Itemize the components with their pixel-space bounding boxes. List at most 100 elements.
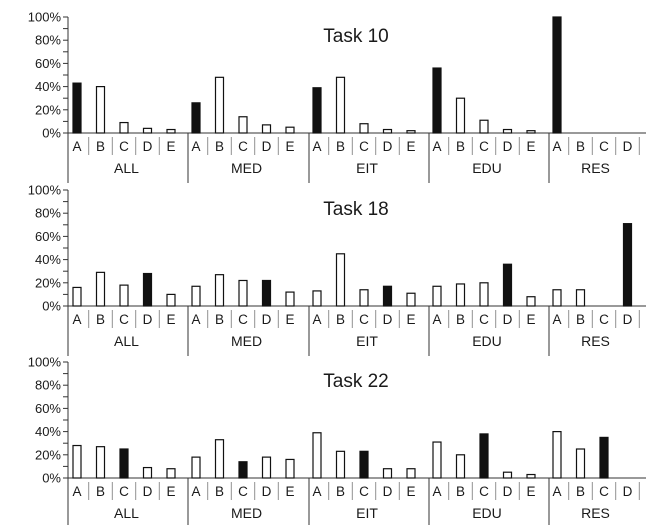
y-tick-label: 60% [35,401,61,416]
category-label: B [456,484,465,499]
bar-med-d [261,456,272,479]
y-tick-label: 40% [35,424,61,439]
category-label: C [359,312,369,327]
category-label: D [383,139,393,154]
bar-edu-e [526,296,536,307]
category-label: A [72,312,81,327]
bar-eit-b [335,76,346,134]
bar-all-a [72,82,82,134]
category-label: D [143,312,153,327]
bar-edu-e [526,473,536,479]
bar-eit-a [312,87,322,134]
category-label: D [623,312,633,327]
category-label: D [143,139,153,154]
category-label: C [479,484,489,499]
y-tick-label: 0% [42,299,61,314]
bar-edu-e [526,130,536,134]
y-tick-label: 20% [35,447,61,462]
bar-all-b [95,85,106,134]
category-label: D [503,139,513,154]
category-label: B [215,484,224,499]
y-tick-label: 100% [28,355,62,370]
category-label: A [432,312,441,327]
bar-res-d [622,223,633,307]
bar-eit-d [382,128,393,134]
bar-edu-c [479,433,489,479]
bar-edu-a [432,285,442,307]
bar-eit-d [382,285,393,307]
bar-all-d [142,127,153,134]
category-label: B [336,139,345,154]
category-label: C [479,312,489,327]
bar-eit-a [312,290,322,307]
y-tick-label: 60% [35,229,61,244]
bar-med-e [285,291,295,307]
category-label: D [262,139,272,154]
bar-eit-b [335,253,346,307]
category-label: A [552,312,561,327]
bar-med-c [238,116,248,134]
category-label: D [623,484,633,499]
category-label: C [599,484,609,499]
bar-eit-e [406,292,416,307]
category-label: C [599,139,609,154]
bar-edu-c [479,282,489,307]
y-tick-label: 40% [35,79,61,94]
group-label: EIT [356,333,378,349]
bar-med-c [238,279,248,307]
chart-title: Task 10 [323,26,388,47]
category-label: B [456,139,465,154]
group-label: RES [581,333,610,349]
category-label: A [312,312,321,327]
bar-eit-b [335,450,346,479]
bar-all-d [142,272,153,307]
y-tick-label: 100% [28,183,62,198]
bar-all-e [166,468,176,479]
category-label: E [406,484,415,499]
group-label: RES [581,160,610,176]
bar-med-d [261,124,272,134]
category-label: B [576,484,585,499]
category-label: D [503,312,513,327]
category-label: A [432,484,441,499]
bar-eit-e [406,468,416,479]
category-label: D [383,484,393,499]
bar-med-e [285,126,295,134]
category-label: C [119,312,129,327]
group-label: EDU [472,505,502,521]
bar-all-c [119,121,129,134]
bar-all-c [119,448,129,479]
group-label: EDU [472,333,502,349]
bar-eit-c [359,123,369,134]
category-label: A [72,139,81,154]
bar-edu-d [502,471,513,479]
category-label: C [119,484,129,499]
category-label: E [526,484,535,499]
bar-res-a [552,289,562,307]
category-label: A [552,484,561,499]
y-tick-label: 20% [35,275,61,290]
category-label: E [166,484,175,499]
bar-edu-a [432,441,442,479]
bar-eit-e [406,130,416,134]
category-label: A [191,312,200,327]
bar-med-a [191,285,201,307]
category-label: A [552,139,561,154]
category-label: E [406,139,415,154]
bar-med-b [214,76,225,134]
bar-res-b [575,448,586,479]
bar-all-b [95,271,106,307]
category-label: B [456,312,465,327]
bar-all-e [166,128,176,134]
bar-all-b [95,446,106,479]
category-label: C [238,139,248,154]
category-label: B [215,139,224,154]
y-tick-label: 60% [35,56,61,71]
category-label: D [262,312,272,327]
category-label: B [96,139,105,154]
bar-all-e [166,293,176,307]
